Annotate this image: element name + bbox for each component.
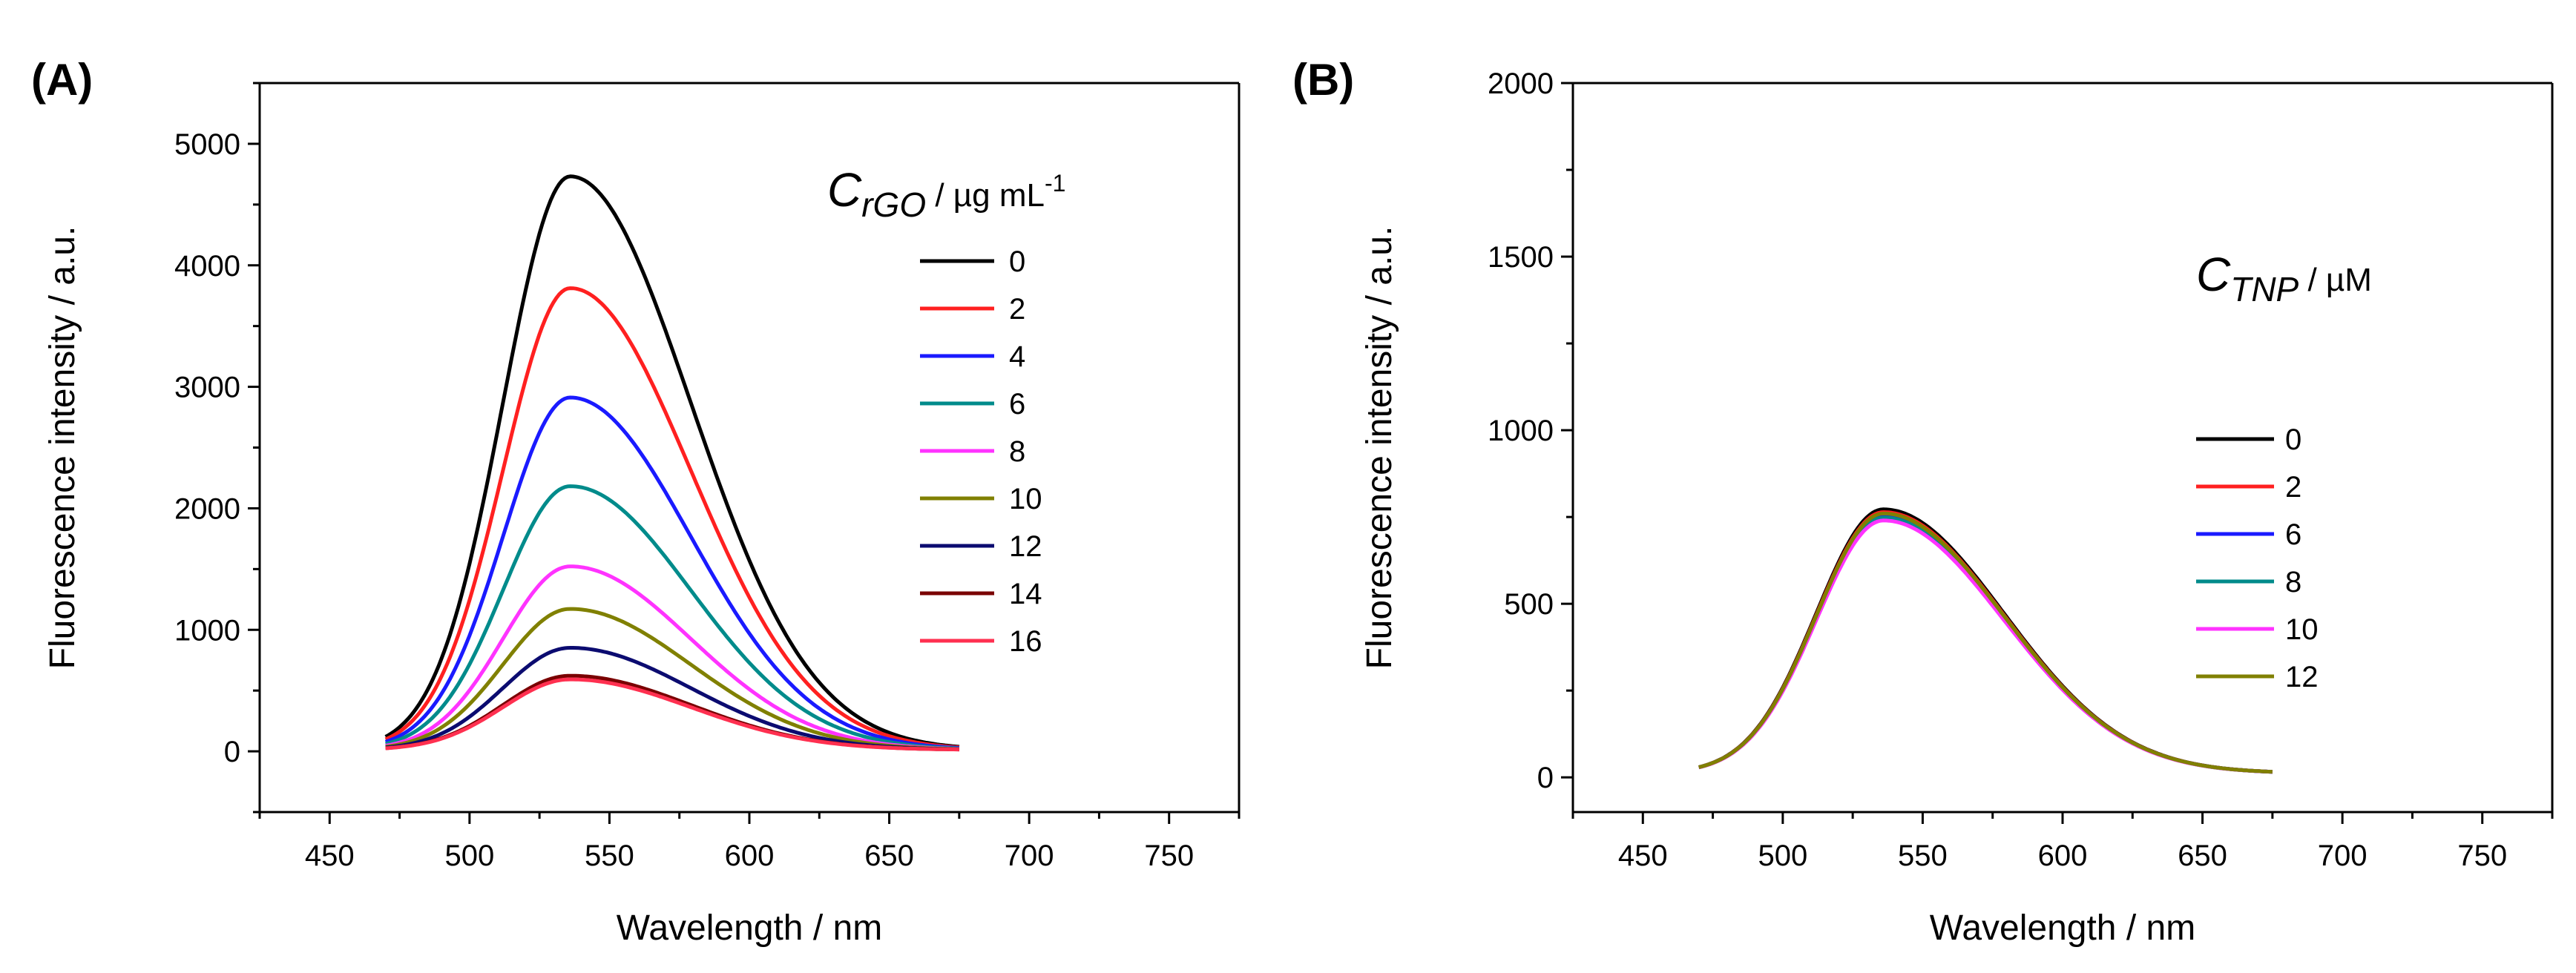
- legend-label-4: 4: [1009, 340, 1025, 373]
- y-axis-title: Fluorescence intensity / a.u.: [1360, 226, 1399, 670]
- series-line-6: [1698, 512, 2273, 774]
- legend-label-8: 8: [2285, 566, 2301, 598]
- legend-label-6: 6: [1009, 388, 1025, 420]
- x-tick-label: 450: [305, 840, 355, 872]
- legend-label-12: 12: [1009, 530, 1042, 563]
- x-tick-label: 550: [1898, 840, 1948, 872]
- x-tick-label: 650: [2178, 840, 2227, 872]
- x-axis-title: Wavelength / nm: [617, 908, 882, 948]
- series-line-12: [1698, 511, 2273, 774]
- legend-label-6: 6: [2285, 518, 2301, 551]
- legend-title: CTNP / µM: [2196, 248, 2372, 309]
- x-tick-label: 750: [1144, 840, 1194, 872]
- panel-label: (B): [1292, 55, 1354, 105]
- x-tick-label: 700: [1005, 840, 1054, 872]
- series-line-2: [384, 286, 960, 750]
- series-line-10: [1698, 518, 2273, 774]
- legend-label-14: 14: [1009, 578, 1042, 610]
- y-tick-label: 3000: [174, 372, 240, 404]
- x-tick-label: 500: [1758, 840, 1807, 872]
- series-line-6: [385, 484, 959, 751]
- y-tick-label: 1500: [1488, 241, 1554, 274]
- legend-label-0: 0: [2285, 423, 2301, 456]
- x-tick-label: 500: [444, 840, 494, 872]
- x-tick-label: 450: [1618, 840, 1668, 872]
- series-line-2: [1698, 510, 2273, 774]
- series-line-10: [385, 607, 959, 751]
- series-line-0: [384, 174, 960, 749]
- y-tick-label: 500: [1504, 588, 1554, 621]
- y-tick-label: 1000: [174, 614, 240, 647]
- y-tick-label: 2000: [1488, 67, 1554, 100]
- panel-label: (A): [31, 55, 93, 105]
- y-tick-label: 1000: [1488, 415, 1554, 447]
- chart-panel-a: (A) 450 500 550 600 650 700 750 0 1000 2000 3000 400…: [31, 55, 1241, 948]
- legend-label-16: 16: [1009, 625, 1042, 658]
- series-line-0: [1698, 507, 2273, 774]
- y-tick-label: 0: [1537, 762, 1554, 794]
- y-tick-label: 4000: [174, 250, 240, 283]
- chart-panel-b: (B) 450 500 550 600 650 700 750 0 500 1000 1500 2000…: [1292, 55, 2554, 948]
- series-line-8: [1698, 515, 2273, 774]
- y-tick-label: 0: [224, 736, 240, 768]
- y-tick-label: 2000: [174, 492, 240, 525]
- y-axis-title: Fluorescence intensity / a.u.: [43, 226, 82, 670]
- legend-label-2: 2: [1009, 293, 1025, 326]
- series-line-4: [384, 395, 960, 751]
- x-axis-title: Wavelength / nm: [1930, 908, 2195, 948]
- legend-label-10: 10: [1009, 483, 1042, 515]
- x-tick-label: 700: [2318, 840, 2368, 872]
- x-tick-label: 600: [2038, 840, 2088, 872]
- x-tick-label: 650: [864, 840, 914, 872]
- series-line-16: [385, 677, 959, 752]
- legend-label-12: 12: [2285, 661, 2319, 693]
- legend-label-8: 8: [1009, 435, 1025, 468]
- x-tick-label: 550: [585, 840, 634, 872]
- x-tick-label: 600: [725, 840, 775, 872]
- legend-label-10: 10: [2285, 613, 2319, 646]
- legend-label-2: 2: [2285, 471, 2301, 504]
- legend-label-0: 0: [1009, 245, 1025, 278]
- series-line-8: [385, 564, 959, 751]
- legend-title: CrGO / µg mL-1: [827, 163, 1065, 224]
- x-tick-label: 750: [2457, 840, 2507, 872]
- y-tick-label: 5000: [174, 128, 240, 161]
